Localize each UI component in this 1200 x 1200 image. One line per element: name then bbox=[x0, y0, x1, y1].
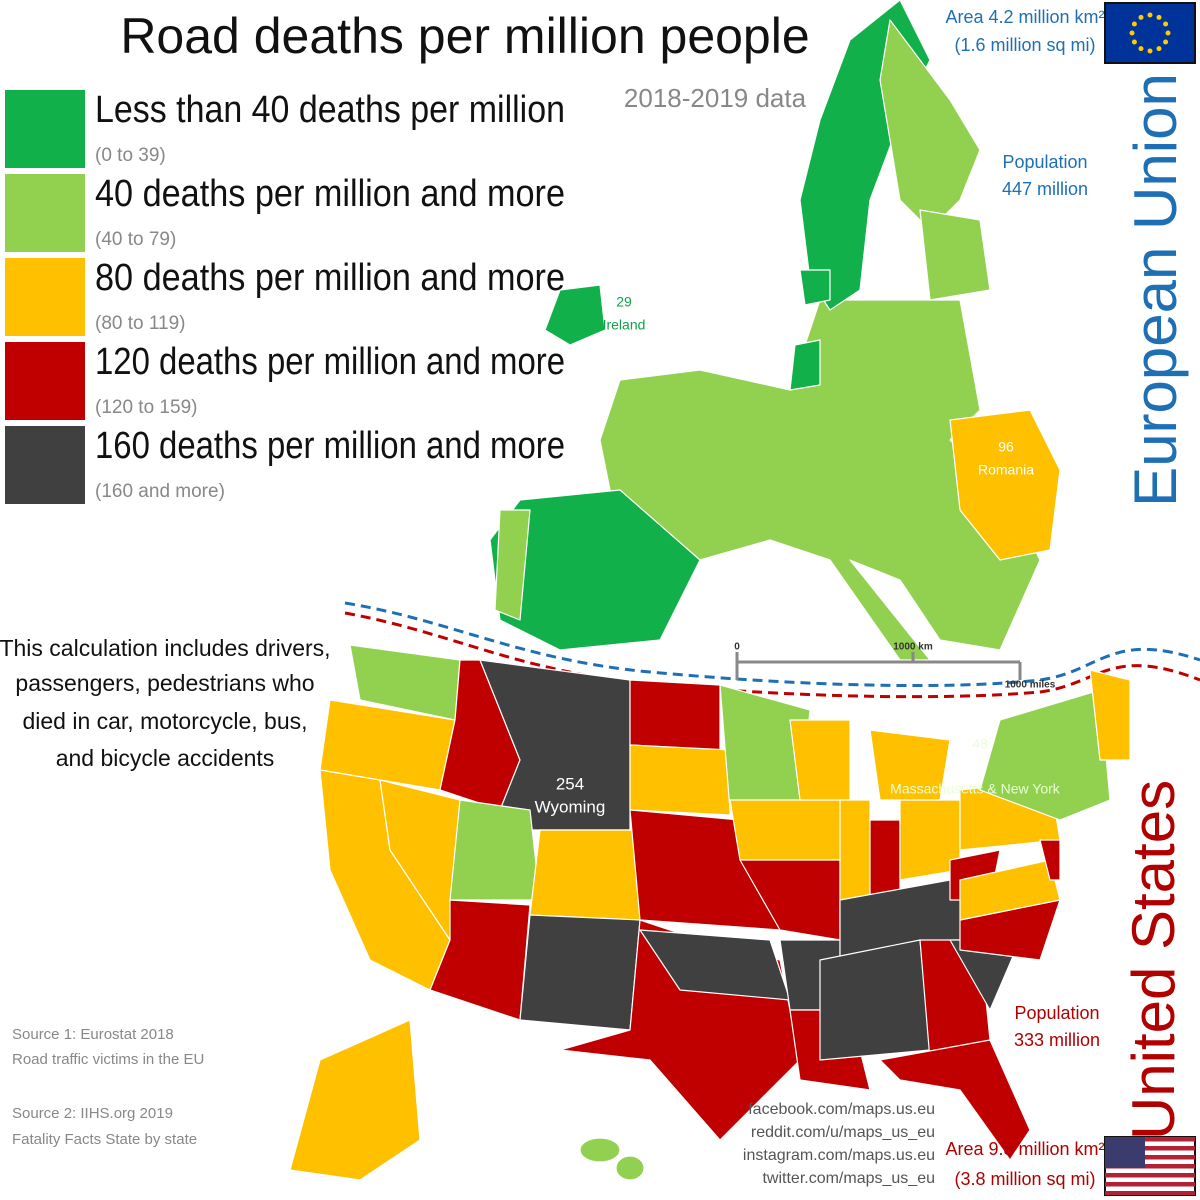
scale-label: 0 bbox=[734, 642, 740, 653]
callout-label: Romania bbox=[978, 462, 1034, 478]
callout-value: 29 bbox=[616, 294, 632, 310]
eu-population: 447 million bbox=[1002, 179, 1088, 199]
legend-range: (0 to 39) bbox=[95, 145, 166, 166]
callout-value: 96 bbox=[998, 439, 1014, 455]
region bbox=[489, 489, 701, 651]
flag-star bbox=[1156, 14, 1162, 20]
note-line: This calculation includes drivers, bbox=[0, 635, 331, 661]
legend-swatch bbox=[5, 342, 85, 420]
eu-name: European Union bbox=[1122, 73, 1189, 507]
link: twitter.com/maps_us_eu bbox=[762, 1170, 935, 1187]
legend-label: 80 deaths per million and more bbox=[95, 257, 565, 299]
separator bbox=[344, 601, 1200, 688]
legend-range: (80 to 119) bbox=[95, 313, 185, 334]
legend-label: 120 deaths per million and more bbox=[95, 341, 565, 383]
eu-flag bbox=[1104, 2, 1196, 64]
region bbox=[429, 899, 531, 1021]
note-line: died in car, motorcycle, bus, bbox=[22, 708, 307, 734]
flag-star bbox=[1147, 12, 1153, 18]
legend-swatch bbox=[5, 258, 85, 336]
region bbox=[869, 729, 951, 801]
us-map bbox=[289, 644, 1131, 1181]
flag-star bbox=[1129, 30, 1135, 36]
region bbox=[949, 409, 1061, 561]
region bbox=[579, 1137, 621, 1163]
legend-swatch bbox=[5, 426, 85, 504]
source-line: Source 1: Eurostat 2018 bbox=[12, 1026, 174, 1043]
flag-star bbox=[1131, 21, 1137, 27]
us-population: 333 million bbox=[1014, 1030, 1100, 1050]
region bbox=[799, 269, 831, 306]
callout-label: Ireland bbox=[603, 317, 646, 333]
region bbox=[959, 859, 1061, 921]
callout-value: 254 bbox=[556, 774, 584, 793]
scale-bar bbox=[735, 652, 1022, 680]
link: instagram.com/maps.us.eu bbox=[743, 1147, 935, 1164]
region bbox=[789, 719, 851, 801]
note-line: passengers, pedestrians who bbox=[15, 670, 314, 696]
source-line: Source 2: IIHS.org 2019 bbox=[12, 1105, 173, 1122]
source-line: Fatality Facts State by state bbox=[12, 1131, 197, 1148]
eu-area-imperial: (1.6 million sq mi) bbox=[954, 35, 1095, 55]
us-area: Area 9.8 million km² bbox=[945, 1139, 1104, 1159]
region bbox=[729, 799, 851, 861]
note-line: and bicycle accidents bbox=[56, 745, 275, 771]
us-name: United States bbox=[1120, 780, 1187, 1140]
legend-swatch bbox=[5, 90, 85, 168]
callout-label: Massachusetts & New York bbox=[890, 781, 1061, 797]
flag-star bbox=[1165, 30, 1171, 36]
region bbox=[629, 679, 721, 751]
region bbox=[544, 284, 606, 346]
region bbox=[289, 1019, 421, 1181]
region bbox=[449, 799, 541, 901]
callout-value: 48 bbox=[972, 736, 988, 752]
region bbox=[494, 509, 531, 621]
region bbox=[1089, 669, 1131, 761]
subtitle: 2018-2019 data bbox=[624, 83, 807, 113]
us-flag bbox=[1104, 1136, 1196, 1196]
region bbox=[819, 939, 931, 1061]
region bbox=[629, 744, 731, 816]
us-area-imperial: (3.8 million sq mi) bbox=[954, 1169, 1095, 1189]
region bbox=[615, 1155, 645, 1181]
separator bbox=[344, 611, 1200, 699]
legend: Less than 40 deaths per million (0 to 39)… bbox=[5, 89, 565, 504]
region bbox=[789, 339, 821, 391]
legend-label: 40 deaths per million and more bbox=[95, 173, 565, 215]
scale-label: 1000 miles bbox=[1005, 680, 1056, 691]
link: reddit.com/u/maps_us_eu bbox=[751, 1124, 935, 1141]
legend-label: Less than 40 deaths per million bbox=[95, 89, 565, 131]
scale-label: 1000 km bbox=[893, 642, 933, 653]
flag-star bbox=[1131, 39, 1137, 45]
region bbox=[879, 1039, 1031, 1161]
us-population-label: Population bbox=[1014, 1003, 1099, 1023]
region bbox=[979, 689, 1111, 821]
legend-swatch bbox=[5, 174, 85, 252]
flag-star bbox=[1138, 14, 1144, 20]
region bbox=[519, 914, 641, 1031]
title: Road deaths per million people bbox=[120, 8, 809, 64]
flag-star bbox=[1138, 46, 1144, 52]
region bbox=[919, 209, 991, 301]
legend-range: (40 to 79) bbox=[95, 229, 176, 250]
eu-population-label: Population bbox=[1002, 152, 1087, 172]
source-line: Road traffic victims in the EU bbox=[12, 1051, 204, 1068]
eu-map bbox=[489, 0, 1061, 661]
region bbox=[869, 819, 901, 901]
flag-star bbox=[1163, 21, 1169, 27]
region bbox=[1039, 839, 1061, 881]
legend-label: 160 deaths per million and more bbox=[95, 425, 565, 467]
flag-star bbox=[1163, 39, 1169, 45]
flag-star bbox=[1156, 46, 1162, 52]
callout-label: Wyoming bbox=[535, 797, 606, 816]
link: facebook.com/maps.us.eu bbox=[748, 1101, 935, 1118]
legend-range: (120 to 159) bbox=[95, 397, 197, 418]
legend-range: (160 and more) bbox=[95, 481, 225, 502]
region bbox=[529, 829, 641, 921]
flag-star bbox=[1147, 48, 1153, 54]
eu-area: Area 4.2 million km² bbox=[945, 7, 1104, 27]
